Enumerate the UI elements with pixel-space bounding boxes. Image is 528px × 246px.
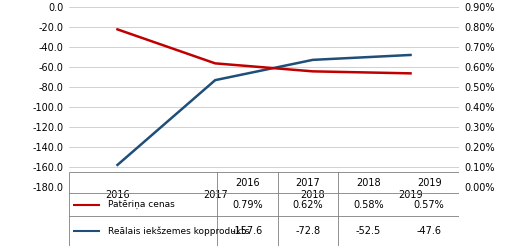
Text: -52.5: -52.5 bbox=[356, 226, 381, 236]
Text: 2016: 2016 bbox=[235, 178, 260, 187]
Text: -72.8: -72.8 bbox=[295, 226, 320, 236]
Text: -47.6: -47.6 bbox=[417, 226, 441, 236]
Text: 0.58%: 0.58% bbox=[353, 200, 384, 210]
Text: Patēriņa cenas: Patēriņa cenas bbox=[108, 200, 174, 209]
Text: Reālais iekšzemes kopprodukts: Reālais iekšzemes kopprodukts bbox=[108, 227, 249, 236]
Text: -157.6: -157.6 bbox=[232, 226, 263, 236]
Text: 2017: 2017 bbox=[296, 178, 320, 187]
Text: 0.57%: 0.57% bbox=[414, 200, 445, 210]
Text: 2018: 2018 bbox=[356, 178, 381, 187]
Text: 0.79%: 0.79% bbox=[232, 200, 263, 210]
Text: 0.62%: 0.62% bbox=[293, 200, 323, 210]
Text: 2019: 2019 bbox=[417, 178, 441, 187]
